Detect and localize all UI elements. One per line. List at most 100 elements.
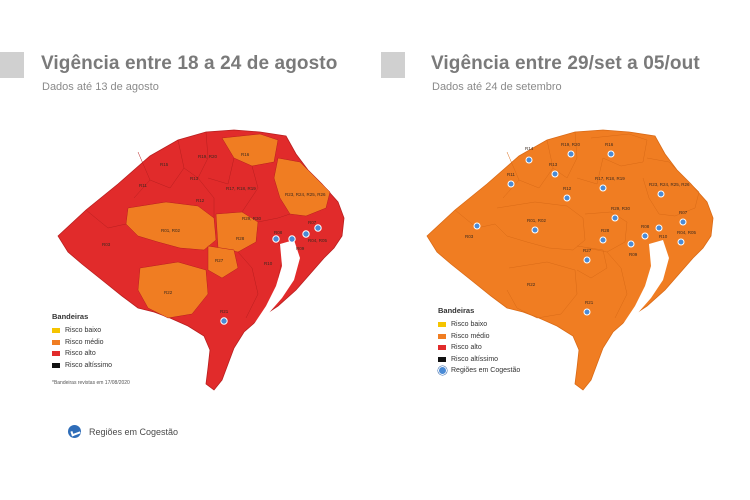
cogestao-pin: [314, 224, 322, 232]
region-label: R11: [507, 172, 515, 177]
legend-swatch: [438, 345, 446, 351]
region-label: R22: [527, 282, 536, 287]
legend-title: Bandeiras: [52, 312, 89, 321]
left-legend: Bandeiras Risco baixo Risco médio Risco …: [52, 312, 112, 371]
region-r27-orange: [207, 245, 239, 279]
region-label: R10: [264, 261, 273, 266]
legend-label: Regiões em Cogestão: [451, 367, 521, 375]
cogestao-legend: Regiões em Cogestão: [68, 425, 178, 438]
region-label: R19, R20: [198, 154, 218, 159]
region-label: R22: [164, 290, 173, 295]
region-label: R12: [563, 186, 572, 191]
lagoa-dos-patos: [605, 240, 669, 362]
region-label: R28: [236, 236, 245, 241]
region-label: R21: [220, 309, 229, 314]
region-label: R03: [465, 234, 474, 239]
region-label: R01, R02: [527, 218, 547, 223]
legend-label: Risco baixo: [65, 327, 102, 335]
cogestao-pin: [473, 222, 481, 230]
cogestao-pin: [607, 150, 615, 158]
cogestao-pin: [599, 236, 607, 244]
region-label: R04, R05: [308, 238, 328, 243]
cogestao-pin: [567, 150, 575, 158]
legend-title: Bandeiras: [438, 306, 475, 315]
region-label: R23, R24, R25, R26: [649, 182, 690, 187]
left-map-title: Vigência entre 18 a 24 de agosto: [41, 53, 338, 74]
region-r23-orange: [273, 157, 331, 217]
cogestao-pin: [599, 184, 607, 192]
left-map-panel: Vigência entre 18 a 24 de agosto Dados a…: [0, 0, 375, 500]
cogestao-pin: [677, 238, 685, 246]
legend-item-cogestao: Regiões em Cogestão: [438, 365, 520, 377]
cogestao-pin: [531, 226, 539, 234]
legend-item-risco-altissimo: Risco altíssimo: [52, 360, 112, 372]
region-r22-orange: [137, 261, 209, 319]
region-label: R04, R05: [677, 230, 697, 235]
region-label: R23, R24, R25, R26: [285, 192, 326, 197]
region-label: R07: [308, 220, 317, 225]
cogestao-pin: [679, 218, 687, 226]
cogestao-pins: [220, 224, 322, 325]
region-label: R16: [241, 152, 250, 157]
legend-swatch: [438, 322, 446, 328]
legend-label: Risco baixo: [451, 321, 488, 329]
region-label: R21: [585, 300, 594, 305]
region-label: R27: [583, 248, 592, 253]
legend-item-risco-medio: Risco médio: [438, 331, 520, 343]
cogestao-pin: [220, 317, 228, 325]
cogestao-pin: [507, 180, 515, 188]
legend-item-risco-medio: Risco médio: [52, 337, 112, 349]
legend-swatch: [438, 333, 446, 339]
cogestao-pin: [641, 232, 649, 240]
cogestao-pin: [611, 214, 619, 222]
region-label: R09: [629, 252, 638, 257]
left-map-subtitle: Dados até 13 de agosto: [42, 81, 159, 93]
cogestao-pin: [583, 256, 591, 264]
legend-label: Risco altíssimo: [451, 355, 499, 363]
cogestao-pin: [288, 235, 296, 243]
region-label: R01, R02: [161, 228, 181, 233]
cogestao-pin-icon: [438, 366, 447, 376]
region-label: R17, R18, R19: [595, 176, 625, 181]
right-map-subtitle: Dados até 24 de setembro: [432, 81, 562, 93]
cogestao-pin: [551, 170, 559, 178]
legend-item-risco-baixo: Risco baixo: [438, 319, 520, 331]
right-legend: Bandeiras Risco baixo Risco médio Risco …: [438, 306, 520, 377]
lagoa-mirim: [603, 358, 613, 384]
region-label: R19, R20: [561, 142, 581, 147]
legend-swatch: [438, 356, 446, 362]
title-accent-bar: [0, 52, 24, 78]
legend-item-risco-alto: Risco alto: [438, 342, 520, 354]
region-label: R13: [190, 176, 199, 181]
lagoa-dos-patos: [236, 240, 300, 362]
region-label: R14: [525, 146, 534, 151]
legend-label: Risco alto: [451, 344, 482, 352]
region-label: R08: [274, 230, 283, 235]
cogestao-pins: [473, 150, 687, 316]
region-label: R03: [102, 242, 111, 247]
legend-label: Risco alto: [65, 350, 96, 358]
region-label: R29, R30: [611, 206, 631, 211]
state-shape: [57, 129, 345, 391]
region-label: R11: [139, 183, 147, 188]
legend-item-risco-baixo: Risco baixo: [52, 325, 112, 337]
right-rs-map: R14 R19, R20 R16 R13 R11 R12 R17, R18, R…: [426, 129, 714, 391]
region-labels: R15 R19, R20 R16 R13 R11 R12 R17, R18, R…: [102, 152, 328, 314]
region-label: R28: [601, 228, 610, 233]
cogestao-pin: [563, 194, 571, 202]
lagoa-mirim: [234, 358, 244, 384]
region-labels: R14 R19, R20 R16 R13 R11 R12 R17, R18, R…: [465, 142, 697, 305]
left-legend-note: *Bandeiras revistas em 17/08/2020: [52, 380, 130, 386]
left-rs-map: R15 R19, R20 R16 R13 R11 R12 R17, R18, R…: [57, 129, 345, 391]
legend-label: Risco médio: [451, 332, 490, 340]
legend-label: Risco médio: [65, 338, 104, 346]
legend-swatch: [52, 362, 60, 368]
cogestao-pin: [302, 230, 310, 238]
region-label: R16: [605, 142, 614, 147]
cogestao-pin: [525, 156, 533, 164]
region-r01-orange: [125, 201, 217, 251]
cogestao-pin: [657, 190, 665, 198]
region-label: R17, R18, R19: [226, 186, 256, 191]
state-shape: [426, 129, 714, 391]
legend-swatch: [52, 351, 60, 357]
